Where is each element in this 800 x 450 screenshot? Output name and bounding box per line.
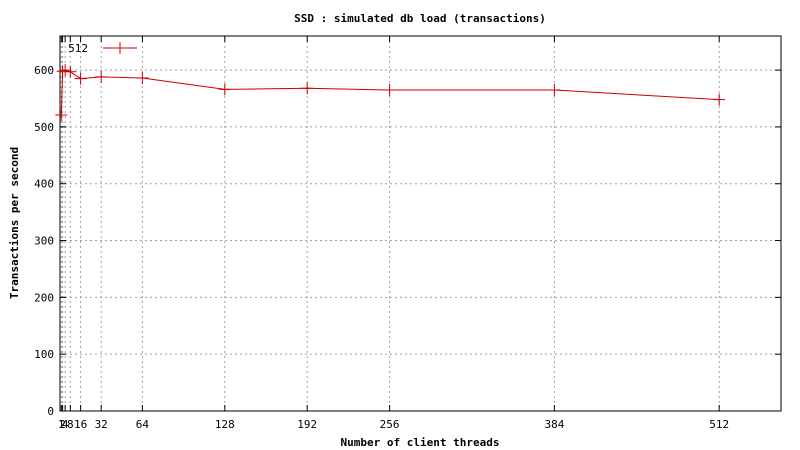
data-point	[55, 108, 68, 121]
data-point	[301, 82, 314, 95]
x-tick-label: 32	[95, 418, 108, 431]
plot-frame	[59, 35, 782, 412]
x-tick-label: 256	[380, 418, 400, 431]
legend-marker	[114, 42, 126, 54]
series-layer	[55, 64, 726, 121]
data-point	[136, 72, 149, 85]
grid	[60, 36, 781, 411]
data-point	[56, 65, 69, 78]
data-point	[74, 72, 87, 85]
y-tick-label: 200	[34, 291, 54, 304]
series-line	[60, 69, 720, 116]
x-tick-label: 128	[215, 418, 235, 431]
data-point	[95, 70, 108, 83]
y-tick-label: 300	[34, 235, 54, 248]
x-tick-label: 2	[59, 418, 66, 431]
y-tick-label: 100	[34, 348, 54, 361]
chart-title: SSD : simulated db load (transactions)	[294, 12, 546, 25]
x-tick-label: 8	[67, 418, 74, 431]
legend-label: 512	[68, 42, 88, 55]
y-axis-label: Transactions per second	[8, 147, 21, 299]
x-axis-label: Number of client threads	[341, 436, 500, 449]
legend: 512	[68, 42, 137, 55]
x-tick-label: 4	[62, 418, 69, 431]
y-tick-label: 600	[34, 64, 54, 77]
x-tick-label: 16	[74, 418, 87, 431]
data-point	[713, 93, 726, 106]
y-tick-label: 0	[47, 405, 54, 418]
y-tick-label: 500	[34, 121, 54, 134]
x-tick-label: 1	[58, 418, 65, 431]
data-point	[383, 83, 396, 96]
x-tick-label: 192	[297, 418, 317, 431]
y-tick-label: 400	[34, 178, 54, 191]
x-tick-label: 384	[544, 418, 564, 431]
x-tick-label: 64	[136, 418, 150, 431]
data-point	[218, 83, 231, 96]
data-point	[548, 83, 561, 96]
data-point	[64, 65, 77, 78]
data-point	[59, 64, 72, 77]
x-tick-label: 512	[709, 418, 729, 431]
